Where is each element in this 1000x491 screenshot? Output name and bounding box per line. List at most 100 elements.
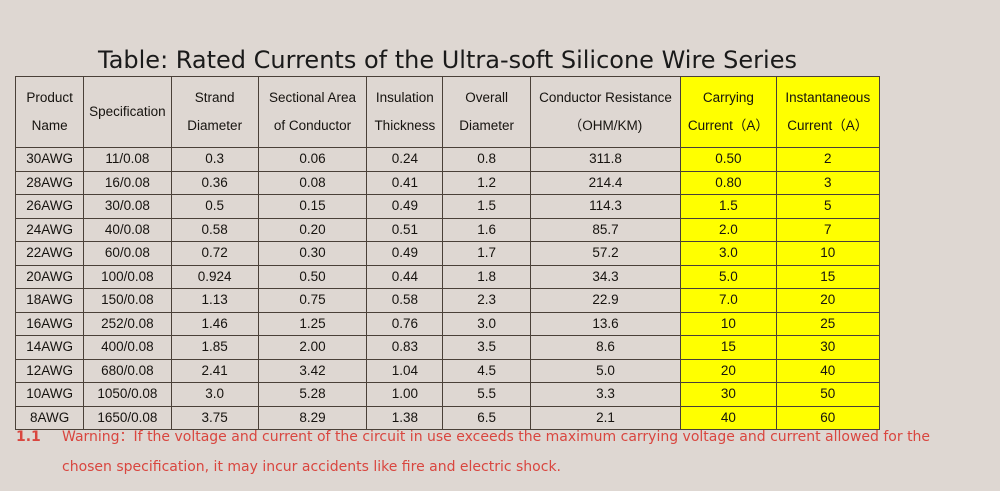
table-cell: 13.6 [529, 311, 682, 336]
table-cell: 60 [775, 405, 881, 430]
table-cell: 15 [775, 264, 881, 289]
table-header-sublabel: Thickness [374, 118, 436, 133]
table-header-label: Insulation [375, 90, 434, 105]
table-cell: 22.9 [529, 288, 682, 313]
table-cell: 2.0 [680, 217, 777, 242]
table-header-sublabel: of Conductor [273, 118, 352, 133]
table-cell: 1.04 [366, 358, 444, 383]
table-cell: 3 [775, 170, 881, 195]
table-cell: 5 [775, 194, 881, 219]
table-cell: 16AWG [14, 311, 85, 336]
table-header-cell: Overall Diameter [442, 76, 531, 148]
table-cell: 2.3 [442, 288, 531, 313]
table-cell: 8AWG [14, 405, 85, 430]
table-cell: 0.20 [257, 217, 368, 242]
table-cell: 1.7 [442, 241, 531, 266]
table-header-sublabel: Current（A） [787, 118, 869, 133]
table-header-label: Conductor Resistance [539, 90, 672, 105]
table-cell: 680/0.08 [83, 358, 172, 383]
table-cell: 30/0.08 [83, 194, 172, 219]
table-row: 8AWG 1650/0.08 3.75 8.29 1.38 6.5 2.1 40 60 [14, 405, 881, 430]
table-header-label: Specification [89, 104, 166, 119]
table-row: 10AWG 1050/0.08 3.0 5.28 1.00 5.5 3.3 30 50 [14, 382, 881, 407]
table-cell: 0.15 [257, 194, 368, 219]
table-cell: 0.75 [257, 288, 368, 313]
table-cell: 22AWG [14, 241, 85, 266]
table-cell: 1.25 [257, 311, 368, 336]
table-cell: 85.7 [529, 217, 682, 242]
table-cell: 3.0 [680, 241, 777, 266]
rated-currents-table: Product Name Specification Strand Diameter Se… [14, 76, 881, 430]
table-header-cell: Specification [83, 76, 172, 148]
warning-line-2: chosen specification, it may incur accid… [16, 452, 984, 482]
table-cell: 3.0 [170, 382, 259, 407]
table-cell: 0.06 [257, 147, 368, 172]
table-cell: 0.72 [170, 241, 259, 266]
table-header-sublabel: Diameter [459, 118, 514, 133]
table-cell: 6.5 [442, 405, 531, 430]
table-cell: 1.13 [170, 288, 259, 313]
table-cell: 114.3 [529, 194, 682, 219]
table-cell: 0.30 [257, 241, 368, 266]
table-cell: 57.2 [529, 241, 682, 266]
table-header-cell: Instantaneous Current（A） [775, 76, 881, 148]
table-cell: 3.5 [442, 335, 531, 360]
table-cell: 0.5 [170, 194, 259, 219]
table-cell: 1.38 [366, 405, 444, 430]
table-cell: 11/0.08 [83, 147, 172, 172]
table-cell: 0.83 [366, 335, 444, 360]
table-cell: 10 [775, 241, 881, 266]
table-row: 24AWG 40/0.08 0.58 0.20 0.51 1.6 85.7 2.0 7 [14, 217, 881, 242]
table-cell: 0.44 [366, 264, 444, 289]
table-cell: 8.6 [529, 335, 682, 360]
table-cell: 4.5 [442, 358, 531, 383]
table-cell: 0.50 [680, 147, 777, 172]
table-cell: 40 [680, 405, 777, 430]
table-header-label: Instantaneous [785, 90, 871, 105]
table-cell: 5.0 [529, 358, 682, 383]
table-cell: 7.0 [680, 288, 777, 313]
table-header-label: Sectional Area [268, 90, 357, 105]
table-cell: 1.46 [170, 311, 259, 336]
table-body: 30AWG 11/0.08 0.3 0.06 0.24 0.8 311.8 0.50 2 28AW… [14, 147, 881, 430]
table-header-cell: Insulation Thickness [366, 76, 444, 148]
table-cell: 214.4 [529, 170, 682, 195]
table-cell: 26AWG [14, 194, 85, 219]
table-row: 12AWG 680/0.08 2.41 3.42 1.04 4.5 5.0 20 40 [14, 358, 881, 383]
table-cell: 5.28 [257, 382, 368, 407]
table-cell: 0.24 [366, 147, 444, 172]
table-cell: 2.1 [529, 405, 682, 430]
table-cell: 0.51 [366, 217, 444, 242]
table-cell: 311.8 [529, 147, 682, 172]
warning-number: 1.1 [16, 429, 41, 445]
table-cell: 252/0.08 [83, 311, 172, 336]
table-header-label: Strand [194, 90, 235, 105]
table-header-label: Carrying [702, 90, 754, 105]
table-cell: 30AWG [14, 147, 85, 172]
table-cell: 40 [775, 358, 881, 383]
table-cell: 2.00 [257, 335, 368, 360]
table-header-cell: Strand Diameter [170, 76, 259, 148]
table-header-sublabel: Name [31, 118, 68, 133]
table-cell: 18AWG [14, 288, 85, 313]
table-header-cell: Product Name [14, 76, 85, 148]
table-cell: 0.49 [366, 241, 444, 266]
table-cell: 1.8 [442, 264, 531, 289]
table-cell: 0.41 [366, 170, 444, 195]
table-cell: 0.8 [442, 147, 531, 172]
table-cell: 10AWG [14, 382, 85, 407]
table-cell: 1050/0.08 [83, 382, 172, 407]
table-cell: 1.6 [442, 217, 531, 242]
table-cell: 12AWG [14, 358, 85, 383]
table-cell: 34.3 [529, 264, 682, 289]
table-row: 28AWG 16/0.08 0.36 0.08 0.41 1.2 214.4 0.80 3 [14, 170, 881, 195]
table-cell: 1.2 [442, 170, 531, 195]
table-header-row: Product Name Specification Strand Diameter Se… [14, 76, 881, 148]
table-cell: 0.80 [680, 170, 777, 195]
table-cell: 1.85 [170, 335, 259, 360]
table-cell: 0.50 [257, 264, 368, 289]
table-cell: 150/0.08 [83, 288, 172, 313]
table-row: 20AWG 100/0.08 0.924 0.50 0.44 1.8 34.3 5.0 15 [14, 264, 881, 289]
table-cell: 400/0.08 [83, 335, 172, 360]
table-row: 18AWG 150/0.08 1.13 0.75 0.58 2.3 22.9 7.0 20 [14, 288, 881, 313]
